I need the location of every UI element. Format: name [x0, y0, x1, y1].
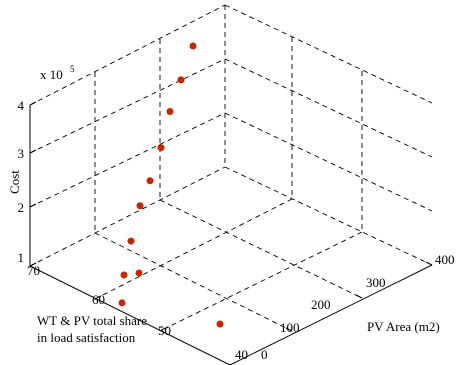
data-point [157, 144, 165, 152]
x-tick-label: 200 [311, 297, 331, 312]
data-points [118, 42, 224, 328]
z-tick-label: 3 [18, 146, 25, 161]
data-point [118, 299, 126, 307]
data-point [189, 42, 197, 50]
grid-lines [29, 4, 433, 332]
x-tick-label: 100 [280, 320, 300, 335]
data-point [127, 237, 135, 245]
svg-text:5: 5 [70, 64, 75, 74]
x-axis-label: PV Area (m2) [367, 319, 440, 334]
data-point [177, 76, 185, 84]
y-tick-label: 70 [27, 263, 40, 278]
z-tick-labels: 4 3 2 1 [18, 98, 25, 265]
y-tick-label: 40 [235, 347, 248, 362]
data-point [120, 271, 128, 279]
x-tick-label: 300 [366, 275, 386, 290]
x-tick-label: 400 [435, 252, 455, 267]
data-point [135, 269, 143, 277]
data-point [146, 177, 154, 185]
svg-text:x 10: x 10 [40, 67, 63, 82]
z-tick-label: 1 [18, 250, 25, 265]
x-tick-labels: 0 100 200 300 400 [261, 252, 455, 362]
axes [29, 101, 433, 365]
x-tick-label: 0 [261, 347, 268, 362]
data-point [216, 320, 224, 328]
y-axis-label-line2: in load satisfaction [37, 330, 136, 345]
z-axis-label: Cost [7, 170, 22, 194]
z-tick-label: 2 [18, 200, 25, 215]
z-exponent: x 10 5 [40, 64, 75, 82]
y-tick-label: 60 [92, 292, 105, 307]
z-tick-label: 4 [18, 98, 25, 113]
y-tick-label: 50 [158, 323, 171, 338]
data-point [166, 108, 174, 116]
y-tick-labels: 70 60 50 40 [27, 263, 248, 362]
y-axis-label-line1: WT & PV total share [37, 313, 147, 328]
data-point [136, 202, 144, 210]
y-axis-label: WT & PV total share in load satisfaction [37, 313, 147, 345]
